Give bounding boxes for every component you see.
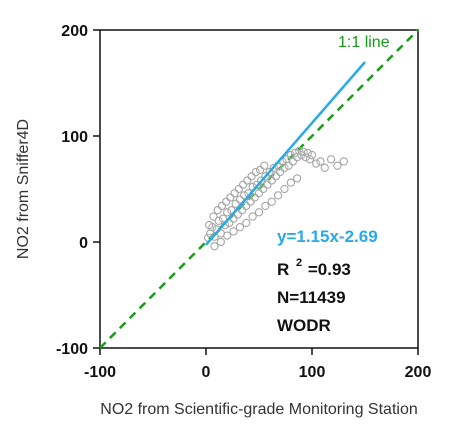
y-tick-label-3: 200 (61, 23, 88, 40)
x-tick-label-0: -100 (84, 364, 116, 381)
sample-size-label: N=11439 (277, 288, 346, 307)
scatter-point-51 (316, 157, 325, 166)
y-tick-label-1: 0 (79, 235, 88, 252)
scatter-point-56 (205, 220, 214, 230)
scatter-point-49 (307, 150, 317, 160)
scatter-point-55 (339, 157, 348, 166)
regression-equation-label: y=1.15x-2.69 (277, 227, 378, 246)
scatter-point-83 (293, 174, 302, 183)
scatter-point-69 (260, 161, 269, 170)
tick-group: -100 0 100 200 -100 0 100 200 (56, 23, 431, 381)
regression-line (205, 61, 366, 246)
scatter-point-53 (326, 155, 336, 164)
r-squared-label: R 2 =0.93 (277, 251, 351, 279)
scatter-point-71 (216, 237, 225, 247)
scatter-point-72 (223, 231, 232, 240)
y-tick-label-0: -100 (56, 341, 88, 358)
y-axis-label: NO2 from Sniffer4D (15, 119, 32, 259)
scatter-point-82 (286, 178, 295, 187)
scatter-point-5 (214, 216, 223, 225)
r-squared-value: =0.93 (308, 260, 351, 279)
scatter-point-52 (320, 163, 329, 172)
site-label: WODR (277, 316, 331, 335)
x-axis-label: NO2 from Scientific-grade Monitoring Sta… (100, 401, 417, 418)
one-to-one-line (99, 29, 419, 349)
r-squared-superscript: 2 (296, 257, 302, 269)
scatter-point-70 (210, 242, 219, 251)
scatter-point-79 (267, 197, 276, 206)
scatter-point-80 (273, 191, 283, 200)
scatter-point-76 (248, 212, 257, 221)
scatter-point-36 (280, 163, 289, 172)
scatter-point-67 (251, 167, 260, 177)
regression-line-group (205, 61, 366, 246)
scatter-point-54 (333, 161, 342, 170)
one-to-one-label: 1:1 line (338, 34, 390, 51)
y-tick-label-2: 100 (61, 129, 88, 146)
x-tick-label-2: 100 (299, 364, 326, 381)
plot-frame (99, 29, 419, 349)
scatter-point-9 (223, 208, 232, 217)
scatter-point-78 (261, 201, 270, 211)
scatter-point-81 (280, 184, 289, 194)
scatter-point-75 (242, 218, 251, 228)
scatter-point-73 (229, 227, 238, 236)
scatter-point-48 (305, 155, 315, 164)
scatter-point-50 (312, 159, 321, 168)
r-squared-base: R (277, 260, 289, 279)
scatter-point-77 (254, 208, 264, 217)
scatter-point-57 (209, 212, 218, 221)
x-tick-label-3: 200 (405, 364, 432, 381)
one-to-one-line-group (99, 29, 419, 349)
x-tick-label-1: 0 (202, 364, 211, 381)
scatter-point-74 (235, 223, 245, 232)
